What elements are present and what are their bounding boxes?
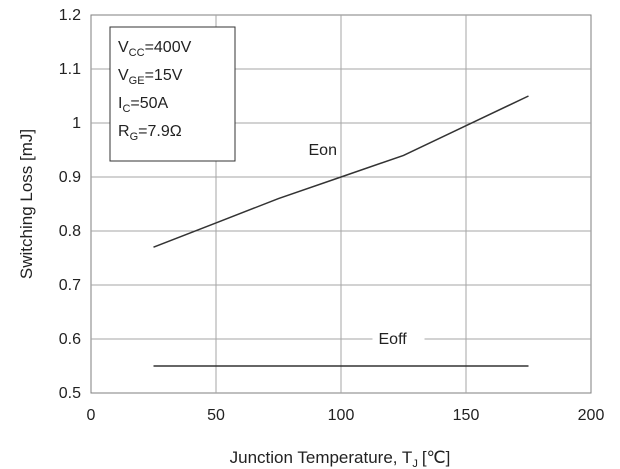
y-tick-label: 1.1 xyxy=(59,61,81,78)
y-tick-label: 0.8 xyxy=(59,223,81,240)
series-label-eoff-backdrop xyxy=(372,326,425,350)
x-tick-labels: 0 50 100 150 200 xyxy=(87,407,605,424)
series-label-eoff: Eoff xyxy=(379,331,408,348)
series-line-eon xyxy=(153,95,529,248)
y-tick-label: 0.7 xyxy=(59,277,81,294)
y-tick-label: 1 xyxy=(72,115,81,132)
x-tick-label: 200 xyxy=(578,407,605,424)
y-tick-label: 0.6 xyxy=(59,331,81,348)
conditions-box-frame xyxy=(109,26,236,162)
x-tick-label: 0 xyxy=(87,407,96,424)
x-axis-label: Junction Temperature, TJ [℃] xyxy=(230,448,451,469)
x-tick-label: 150 xyxy=(453,407,480,424)
y-tick-label: 1.2 xyxy=(59,7,81,24)
y-tick-label: 0.5 xyxy=(59,385,81,402)
series-labels: Eon Eoff xyxy=(309,142,425,350)
condition-ic: IC=50A xyxy=(118,95,169,115)
series-lines xyxy=(153,95,529,367)
y-tick-labels: 0.5 0.6 0.7 0.8 0.9 1 1.1 1.2 xyxy=(59,7,81,402)
y-axis-label: Switching Loss [mJ] xyxy=(17,129,36,279)
condition-vge: VGE=15V xyxy=(118,67,183,87)
condition-rg: RG=7.9Ω xyxy=(118,123,182,143)
x-tick-label: 100 xyxy=(328,407,355,424)
condition-vcc: VCC=400V xyxy=(118,39,192,59)
conditions-box: VCC=400V VGE=15V IC=50A RG=7.9Ω xyxy=(109,26,236,162)
y-tick-label: 0.9 xyxy=(59,169,81,186)
series-label-eon: Eon xyxy=(309,142,337,159)
x-tick-label: 50 xyxy=(207,407,225,424)
